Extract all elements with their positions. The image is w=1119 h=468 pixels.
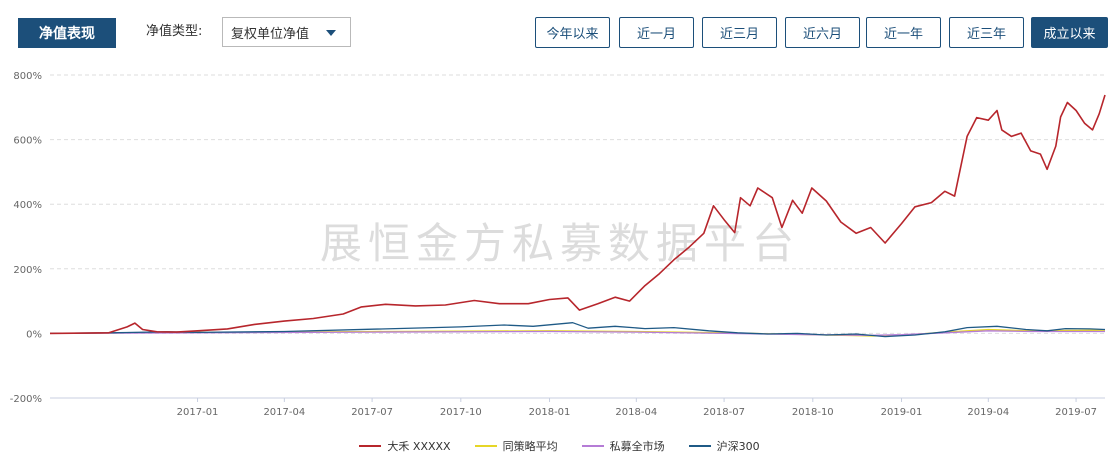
legend-label-dahe: 大禾 XXXXX — [387, 440, 451, 453]
y-tick-label: 800% — [13, 71, 42, 82]
legend-label-hs300: 沪深300 — [716, 440, 760, 453]
y-tick-label: 600% — [13, 136, 42, 147]
legend-item-dahe[interactable]: 大禾 XXXXX — [359, 438, 451, 454]
grid-layer — [50, 74, 1105, 399]
x-tick-label: 2019-01 — [881, 407, 923, 418]
legend-swatch-private-market — [581, 445, 604, 447]
range-btn-3m[interactable]: 近三月 — [702, 17, 777, 48]
range-btn-3y[interactable]: 近三年 — [949, 17, 1024, 48]
legend-item-strategy-avg[interactable]: 同策略平均 — [474, 438, 558, 454]
x-axis: 2017-01 2017-04 2017-07 2017-10 2018-01 2018-… — [177, 398, 1097, 418]
x-tick-label: 2017-01 — [177, 407, 219, 418]
nav-type-select-value: 复权单位净值 — [231, 26, 310, 42]
legend-item-hs300[interactable]: 沪深300 — [688, 438, 760, 454]
nav-type-label: 净值类型: — [146, 24, 203, 39]
series-line-hs300 — [49, 322, 1106, 338]
series-layer — [49, 94, 1106, 338]
legend-label-private-market: 私募全市场 — [609, 440, 665, 453]
watermark: 展恒金方私募数据平台 — [320, 219, 800, 268]
x-tick-label: 2018-04 — [615, 407, 657, 418]
legend-item-private-market[interactable]: 私募全市场 — [581, 438, 665, 454]
x-tick-label: 2018-07 — [703, 407, 745, 418]
x-tick-label: 2018-10 — [792, 407, 834, 418]
y-tick-label: 400% — [13, 200, 42, 211]
chart-legend: 大禾 XXXXX 同策略平均 私募全市场 沪深300 — [0, 436, 1119, 456]
x-tick-label: 2019-04 — [967, 407, 1009, 418]
x-tick-label: 2017-04 — [263, 407, 305, 418]
y-tick-label: 0% — [26, 329, 42, 340]
nav-type-select[interactable]: 复权单位净值 — [222, 17, 351, 47]
legend-label-strategy-avg: 同策略平均 — [502, 440, 558, 453]
nav-line-chart: 展恒金方私募数据平台 800% 600% 400% 200% 0% -200% 2017-… — [10, 71, 1106, 418]
y-tick-label: -200% — [10, 394, 42, 405]
range-btn-ytd[interactable]: 今年以来 — [535, 17, 610, 48]
y-axis: 800% 600% 400% 200% 0% -200% — [10, 71, 42, 405]
x-tick-label: 2017-10 — [440, 407, 482, 418]
range-btn-1m[interactable]: 近一月 — [619, 17, 694, 48]
range-btn-6m[interactable]: 近六月 — [785, 17, 860, 48]
chevron-down-icon — [326, 30, 336, 36]
section-title: 净值表现 — [18, 18, 116, 48]
range-btn-1y[interactable]: 近一年 — [866, 17, 941, 48]
legend-swatch-dahe — [359, 445, 382, 447]
x-tick-label: 2017-07 — [351, 407, 393, 418]
range-btn-since-inception[interactable]: 成立以来 — [1031, 17, 1108, 48]
series-line-dahe — [49, 94, 1106, 335]
legend-swatch-strategy-avg — [474, 445, 497, 447]
x-tick-label: 2019-07 — [1055, 407, 1097, 418]
x-tick-label: 2018-01 — [529, 407, 571, 418]
legend-swatch-hs300 — [688, 445, 711, 447]
y-tick-label: 200% — [13, 265, 42, 276]
